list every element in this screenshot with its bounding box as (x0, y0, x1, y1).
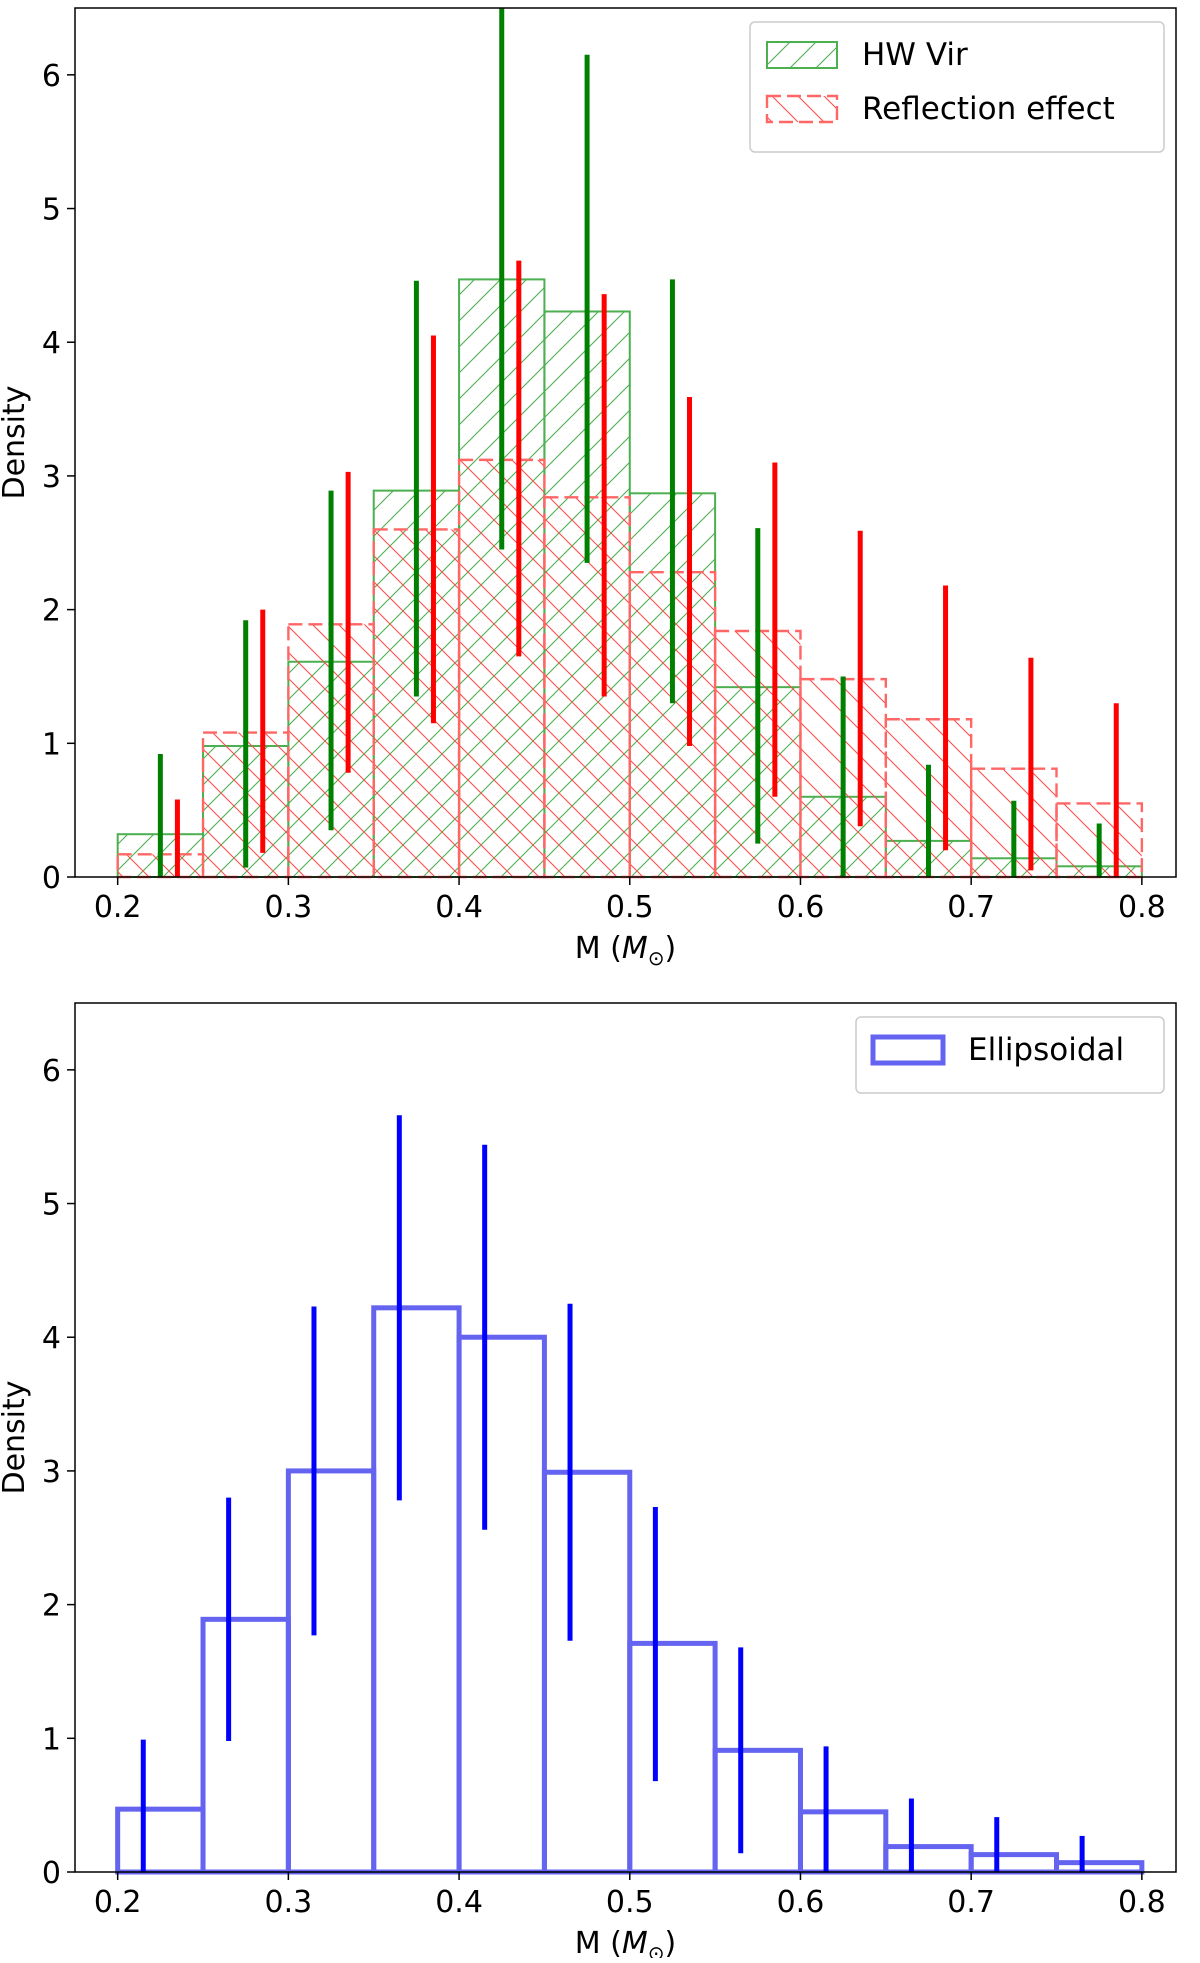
bottom-ellipsoidal-bar-6 (627, 1640, 718, 1875)
top-y-axis-label: Density (0, 385, 32, 499)
top-y-tick-label: 6 (42, 59, 61, 94)
top-y-tick-label: 0 (42, 861, 61, 896)
top-x-tick-label: 0.5 (606, 890, 654, 925)
top-legend-box (749, 21, 1165, 153)
bottom-ellipsoidal-bar-7 (712, 1747, 803, 1875)
bottom-x-tick-label: 0.7 (947, 1885, 995, 1920)
bottom-legend-swatch-0 (870, 1034, 946, 1066)
top-legend-label-1: Reflection effect (862, 91, 1115, 127)
bottom-x-tick-label: 0.3 (265, 1885, 313, 1920)
bottom-x-tick-label: 0.8 (1118, 1885, 1166, 1920)
top-y-tick-label: 1 (42, 727, 61, 762)
bottom-y-tick-label: 1 (42, 1722, 61, 1757)
bottom-y-axis-label: Density (0, 1380, 32, 1494)
bottom-y-tick-label: 0 (42, 1856, 61, 1891)
bottom-ellipsoidal-bar-0 (115, 1806, 206, 1875)
bottom-ellipsoidal-bar-9 (883, 1844, 974, 1875)
top-plot-frame (74, 7, 1177, 878)
bottom-y-tick-label: 3 (42, 1455, 61, 1490)
top-x-tick-label: 0.7 (947, 890, 995, 925)
bottom-ellipsoidal-bar-1 (200, 1616, 291, 1875)
bottom-plot-frame (74, 1002, 1177, 1873)
bottom-x-tick-label: 0.6 (777, 1885, 825, 1920)
bottom-y-tick-label: 2 (42, 1589, 61, 1624)
bottom-x-tick-label: 0.5 (606, 1885, 654, 1920)
top-x-axis-label: M (M⊙) (575, 931, 677, 970)
top-x-tick-label: 0.4 (435, 890, 483, 925)
bottom-legend-label-0: Ellipsoidal (968, 1032, 1124, 1068)
bottom-y-tick-label: 6 (42, 1054, 61, 1089)
bottom-x-tick-label: 0.2 (94, 1885, 142, 1920)
top-x-tick-label: 0.2 (94, 890, 142, 925)
bottom-ellipsoidal-bar-11 (1054, 1860, 1145, 1875)
top-y-tick-label: 5 (42, 193, 61, 228)
bottom-ellipsoidal-bar-4 (456, 1334, 547, 1875)
bottom-ellipsoidal-bar-2 (285, 1468, 377, 1875)
bottom-ellipsoidal-bar-3 (371, 1305, 462, 1875)
bottom-y-tick-label: 5 (42, 1188, 61, 1223)
top-x-tick-label: 0.3 (265, 890, 313, 925)
top-y-tick-label: 4 (42, 326, 61, 361)
bottom-ellipsoidal-bar-8 (797, 1809, 889, 1875)
top-y-tick-label: 3 (42, 460, 61, 495)
top-x-tick-label: 0.8 (1118, 890, 1166, 925)
top-x-tick-label: 0.6 (777, 890, 825, 925)
bottom-ellipsoidal-bar-10 (968, 1852, 1060, 1875)
bottom-y-tick-label: 4 (42, 1321, 61, 1356)
bottom-x-axis-label: M (M⊙) (575, 1926, 677, 1958)
top-legend-label-0: HW Vir (862, 37, 968, 73)
bottom-ellipsoidal-bar-5 (541, 1469, 633, 1875)
histogram-panel-bottom: 0.2 0.3 0.4 0.5 0.6 0.7 0.8 0 1 2 3 4 5 6 M (M⊙) Densit… (0, 1002, 1177, 1963)
top-legend-swatch-0 (766, 41, 838, 69)
histogram-panel-top: 0.2 0.3 0.4 0.5 0.6 0.7 0.8 0 1 2 3 4 5 6 M (M⊙) Densit… (0, 7, 1177, 970)
top-legend-swatch-1 (765, 94, 839, 124)
bottom-x-tick-label: 0.4 (435, 1885, 483, 1920)
top-y-tick-label: 2 (42, 594, 61, 629)
